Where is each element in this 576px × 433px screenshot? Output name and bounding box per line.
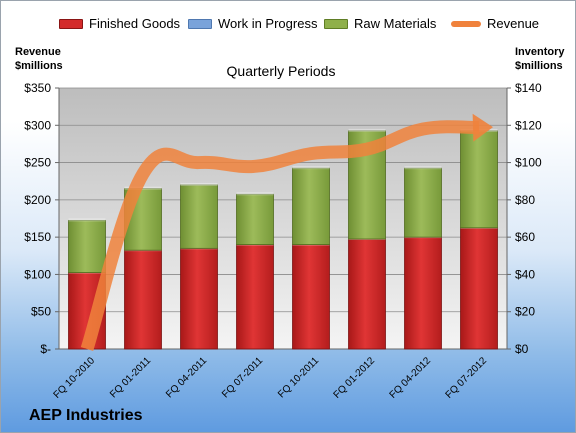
x-tick-label: FQ 01-2011 bbox=[108, 355, 153, 400]
bar-top-highlight bbox=[124, 186, 162, 190]
right-axis-title: Inventory $millions bbox=[515, 45, 565, 73]
legend-item-raw-materials: Raw Materials bbox=[324, 16, 436, 31]
bar-raw-materials bbox=[236, 193, 274, 245]
x-tick-label: FQ 10-2011 bbox=[276, 355, 321, 400]
right-tick-label: $120 bbox=[515, 118, 542, 132]
legend-line-revenue bbox=[451, 20, 481, 27]
legend-swatch-raw-materials bbox=[324, 18, 348, 29]
bar-top-highlight bbox=[348, 128, 386, 132]
bar-top-highlight bbox=[68, 218, 106, 222]
left-tick-label: $350 bbox=[24, 81, 51, 95]
legend-label-finished-goods: Finished Goods bbox=[89, 16, 181, 31]
bar-finished-goods bbox=[292, 244, 330, 350]
bar-top-highlight bbox=[404, 166, 442, 170]
bar-finished-goods bbox=[404, 236, 442, 350]
bar-finished-goods bbox=[460, 227, 498, 350]
bar-raw-materials bbox=[460, 130, 498, 229]
bar-raw-materials bbox=[68, 219, 106, 273]
bar-finished-goods bbox=[124, 249, 162, 350]
bar-finished-goods bbox=[236, 244, 274, 350]
legend-item-work-in-progress: Work in Progress bbox=[188, 16, 317, 31]
legend-swatch-work-in-progress bbox=[188, 18, 212, 29]
legend-item-finished-goods: Finished Goods bbox=[59, 16, 180, 31]
right-tick-label: $100 bbox=[515, 156, 542, 170]
revenue-line bbox=[80, 120, 480, 351]
right-tick-label: $20 bbox=[515, 305, 535, 319]
legend-label-revenue: Revenue bbox=[487, 16, 540, 31]
legend-swatch-finished-goods bbox=[59, 18, 83, 29]
x-tick-label: FQ 04-2012 bbox=[388, 355, 434, 401]
bar-finished-goods bbox=[180, 247, 218, 350]
right-axis-title-line1: Inventory bbox=[515, 46, 565, 58]
plot-title: Quarterly Periods bbox=[226, 63, 336, 79]
x-tick-label: FQ 07-2011 bbox=[220, 355, 265, 400]
left-axis-title-line1: Revenue bbox=[15, 46, 61, 58]
legend-item-revenue: Revenue bbox=[451, 16, 539, 31]
left-axis-title-line2: $millions bbox=[15, 60, 63, 72]
bar-raw-materials bbox=[292, 167, 330, 246]
x-tick-label: FQ 04-2011 bbox=[164, 355, 209, 400]
bar-top-highlight bbox=[236, 192, 274, 196]
right-axis-title-line2: $millions bbox=[515, 60, 563, 72]
right-tick-label: $0 bbox=[515, 342, 529, 356]
x-tick-label: FQ 01-2012 bbox=[332, 355, 378, 401]
bar-top-highlight bbox=[292, 166, 330, 170]
left-tick-label: $150 bbox=[24, 230, 51, 244]
right-tick-label: $140 bbox=[515, 81, 542, 95]
revenue-arrowhead bbox=[472, 113, 493, 142]
left-tick-label: $250 bbox=[24, 156, 51, 170]
left-tick-label: $50 bbox=[31, 305, 51, 319]
right-tick-label: $80 bbox=[515, 193, 535, 207]
bar-finished-goods bbox=[348, 238, 386, 350]
bar-raw-materials bbox=[404, 167, 442, 238]
legend-label-raw-materials: Raw Materials bbox=[354, 16, 437, 31]
left-axis-title: Revenue $millions bbox=[15, 45, 63, 73]
right-tick-label: $60 bbox=[515, 230, 535, 244]
company-name: AEP Industries bbox=[29, 407, 143, 424]
left-tick-label: $- bbox=[40, 342, 51, 356]
x-tick-label: FQ 10-2010 bbox=[52, 355, 98, 401]
left-tick-label: $100 bbox=[24, 267, 51, 281]
right-tick-label: $40 bbox=[515, 267, 535, 281]
bar-raw-materials bbox=[180, 184, 218, 249]
bar-top-highlight bbox=[180, 182, 218, 186]
left-tick-label: $300 bbox=[24, 118, 51, 132]
x-tick-label: FQ 07-2012 bbox=[444, 355, 490, 401]
legend-label-work-in-progress: Work in Progress bbox=[218, 16, 318, 31]
left-tick-label: $200 bbox=[24, 193, 51, 207]
